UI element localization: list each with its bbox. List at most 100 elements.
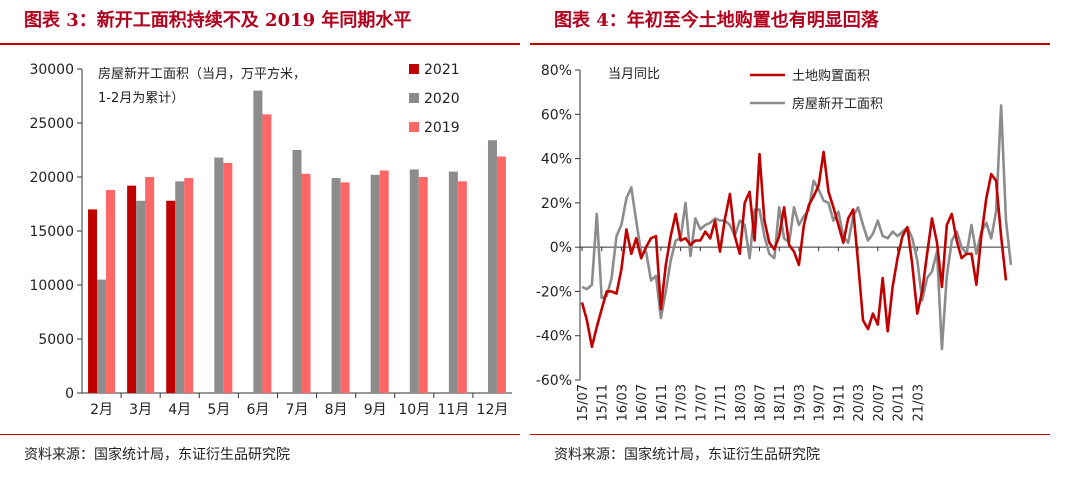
bar-2019-7 xyxy=(301,173,311,393)
left-panel: 图表 3：新开工面积持续不及 2019 年同期水平 0 5000 10000 1500… xyxy=(0,0,520,486)
x-tick-label: 20/11 xyxy=(892,384,907,421)
x-tick-label: 10月 xyxy=(398,402,430,418)
x-tick-label: 6月 xyxy=(246,402,269,418)
left-chart-title: 图表 3：新开工面积持续不及 2019 年同期水平 xyxy=(24,10,412,31)
series-line-new-construction xyxy=(581,104,1013,351)
series-line-land-purchase xyxy=(580,150,1008,349)
right-source-note: 资料来源：国家统计局，东证衍生品研究院 xyxy=(554,447,820,463)
line-chart-tick-labels: -60% -40% -20% 0% 20% 40% 60% 80% 15/07 15/11 16/0… xyxy=(536,63,926,421)
x-tick-label: 5月 xyxy=(207,402,230,418)
bar-chart-annotation: 房屋新开工面积（当月，万平方米， 1-2月为累计） xyxy=(98,66,306,106)
x-tick-label: 19/03 xyxy=(793,384,808,421)
x-tick-label: 19/11 xyxy=(832,384,847,421)
y-tick-label: 10000 xyxy=(29,278,74,294)
y-tick-label: -40% xyxy=(536,329,572,345)
bar-2019-12 xyxy=(496,156,506,393)
right-chart-title: 图表 4：年初至今土地购置也有明显回落 xyxy=(554,10,879,31)
y-tick-label: 0 xyxy=(65,386,74,402)
bar-2019-8 xyxy=(340,182,350,393)
x-tick-label: 16/07 xyxy=(635,384,650,421)
bar-annotation-line: 1-2月为累计） xyxy=(98,91,184,106)
legend-swatch-2019 xyxy=(409,122,419,132)
bar-2020-2 xyxy=(97,279,107,393)
legend-label-land-purchase: 土地购置面积 xyxy=(792,68,870,84)
line-chart: -60% -40% -20% 0% 20% 40% 60% 80% 15/07 15/11 16/0… xyxy=(536,63,1013,421)
x-tick-label: 15/07 xyxy=(576,384,591,421)
x-tick-label: 17/07 xyxy=(694,384,709,421)
bar-2019-10 xyxy=(418,177,428,393)
bar-2020-8 xyxy=(331,178,341,393)
y-tick-label: 20000 xyxy=(29,170,74,186)
legend-label-2020: 2020 xyxy=(424,91,460,107)
left-title-rule xyxy=(0,43,520,45)
bar-2020-9 xyxy=(370,174,380,393)
x-tick-label: 7月 xyxy=(286,402,309,418)
x-tick-label: 11月 xyxy=(437,402,469,418)
legend-label-2021: 2021 xyxy=(424,62,460,78)
y-tick-label: 0% xyxy=(550,240,572,256)
legend-swatch-2020 xyxy=(409,93,419,103)
bar-2019-4 xyxy=(184,178,194,393)
bar-chart-tick-labels: 0 5000 10000 15000 20000 25000 30000 2月 3月 4月 5月 6月… xyxy=(29,62,508,418)
x-tick-label: 19/07 xyxy=(813,384,828,421)
y-tick-label: 20% xyxy=(541,196,572,212)
right-panel: 图表 4：年初至今土地购置也有明显回落 -60% -40% -20% 0% 20% 40%… xyxy=(530,0,1080,486)
x-tick-label: 20/03 xyxy=(852,384,867,421)
bar-2019-3 xyxy=(145,177,155,393)
x-tick-label: 18/03 xyxy=(734,384,749,421)
right-title-rule xyxy=(530,43,1050,45)
bar-2019-2 xyxy=(106,189,116,393)
bar-2020-7 xyxy=(292,150,302,393)
right-source-rule xyxy=(530,434,1050,435)
bar-2019-6 xyxy=(262,114,272,394)
bar-2020-5 xyxy=(214,157,224,393)
x-tick-label: 9月 xyxy=(364,402,387,418)
bar-2019-11 xyxy=(457,181,467,393)
line-chart-series xyxy=(580,104,1013,351)
bar-2020-3 xyxy=(136,200,146,393)
y-tick-label: 30000 xyxy=(29,62,74,78)
x-tick-label: 21/03 xyxy=(911,384,926,421)
y-tick-label: 60% xyxy=(541,107,572,123)
left-source-rule xyxy=(0,434,520,435)
x-tick-label: 20/07 xyxy=(872,384,887,421)
line-chart-annotation: 当月同比 xyxy=(608,67,660,82)
legend-swatch-2021 xyxy=(409,64,419,74)
bar-chart-legend: 2021 2020 2019 xyxy=(409,62,460,136)
y-tick-label: 5000 xyxy=(38,332,74,348)
x-tick-label: 12月 xyxy=(477,402,509,418)
legend-label-2019: 2019 xyxy=(424,120,460,136)
x-tick-label: 18/07 xyxy=(753,384,768,421)
bar-2020-10 xyxy=(409,169,419,393)
y-tick-label: 80% xyxy=(541,63,572,79)
bar-chart: 0 5000 10000 15000 20000 25000 30000 2月 3月 4月 5月 6月… xyxy=(29,62,512,418)
bar-2020-12 xyxy=(487,140,497,393)
y-tick-label: -60% xyxy=(536,373,572,389)
x-tick-label: 4月 xyxy=(168,402,191,418)
y-tick-label: 15000 xyxy=(29,224,74,240)
bar-chart-bars xyxy=(88,90,506,394)
bar-annotation-line: 房屋新开工面积（当月，万平方米， xyxy=(98,66,306,82)
bar-2020-11 xyxy=(448,171,458,393)
bar-2021-2 xyxy=(88,209,98,393)
bar-2019-5 xyxy=(223,162,233,393)
bar-2021-4 xyxy=(166,200,176,393)
y-tick-label: -20% xyxy=(536,284,572,300)
x-tick-label: 17/11 xyxy=(714,384,729,421)
y-tick-label: 25000 xyxy=(29,116,74,132)
bar-2020-6 xyxy=(253,90,263,393)
x-tick-label: 3月 xyxy=(129,402,152,418)
bar-2020-4 xyxy=(175,181,185,393)
x-tick-label: 18/11 xyxy=(773,384,788,421)
x-tick-label: 15/11 xyxy=(596,384,611,421)
legend-label-new-construction: 房屋新开工面积 xyxy=(792,96,883,112)
bar-2021-3 xyxy=(127,185,137,393)
x-tick-label: 17/03 xyxy=(675,384,690,421)
left-source-note: 资料来源：国家统计局，东证衍生品研究院 xyxy=(24,447,290,463)
x-tick-label: 16/11 xyxy=(655,384,670,421)
x-tick-label: 8月 xyxy=(325,402,348,418)
x-tick-label: 2月 xyxy=(90,402,113,418)
bar-2019-9 xyxy=(379,170,389,393)
x-tick-label: 16/03 xyxy=(615,384,630,421)
